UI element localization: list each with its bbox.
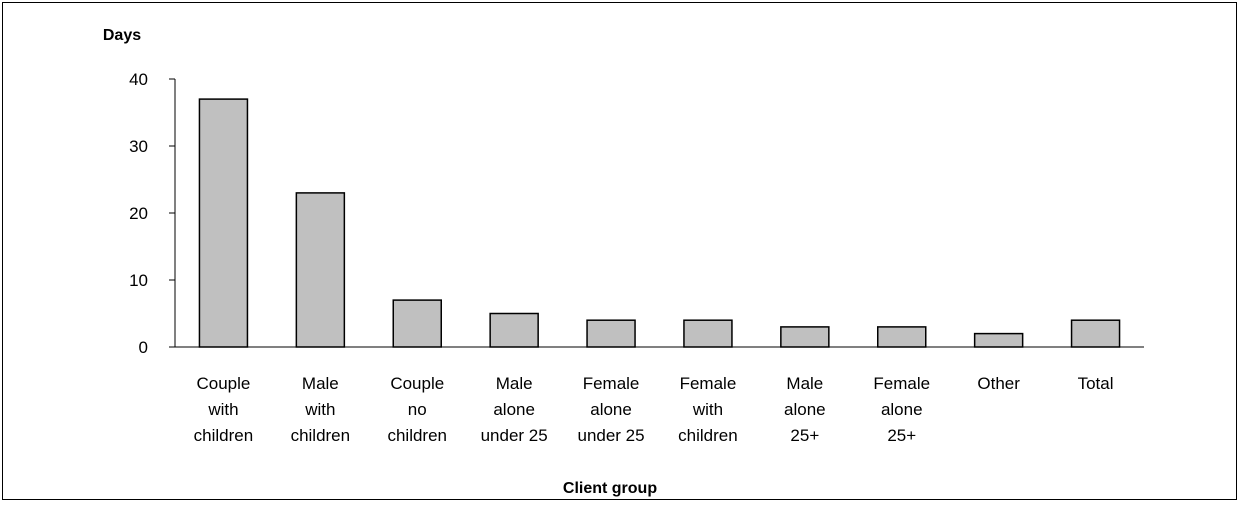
x-axis-tick-labels: Couple with children Male with children Couple… <box>194 374 1114 445</box>
x-axis-title: Client group <box>563 480 657 497</box>
x-tick-label: Male alone under 25 <box>481 374 548 445</box>
bar <box>295 192 346 348</box>
bar <box>586 319 636 348</box>
y-tick-label: 30 <box>129 137 148 156</box>
y-axis-ticks: 0 10 20 30 40 <box>129 70 175 357</box>
bar <box>489 312 539 348</box>
bar <box>683 319 733 348</box>
x-tick-label: Female with children <box>678 374 738 445</box>
y-tick-label: 40 <box>129 70 148 89</box>
bars <box>198 98 1121 348</box>
x-tick-label: Male alone 25+ <box>784 374 826 445</box>
x-tick-label: Female alone 25+ <box>873 374 930 445</box>
x-tick-label: Total <box>1078 374 1114 393</box>
x-tick-label: Other <box>977 374 1020 393</box>
bar <box>198 98 249 348</box>
x-tick-label: Male with children <box>291 374 351 445</box>
y-tick-label: 0 <box>139 338 148 357</box>
x-tick-label: Female alone under 25 <box>577 374 644 445</box>
y-tick-label: 10 <box>129 271 148 290</box>
bar <box>877 326 927 348</box>
y-axis-title: Days <box>103 27 141 44</box>
bar <box>780 326 830 348</box>
bar <box>1070 319 1121 348</box>
bar <box>392 299 442 348</box>
chart-frame: Days 0 10 20 30 40 Couple with children Male wit… <box>2 2 1237 500</box>
x-tick-label: Couple with children <box>194 374 254 445</box>
x-tick-label: Couple no children <box>387 374 447 445</box>
y-tick-label: 20 <box>129 204 148 223</box>
bar-chart: Days 0 10 20 30 40 Couple with children Male wit… <box>103 27 1144 497</box>
bar <box>973 332 1024 348</box>
